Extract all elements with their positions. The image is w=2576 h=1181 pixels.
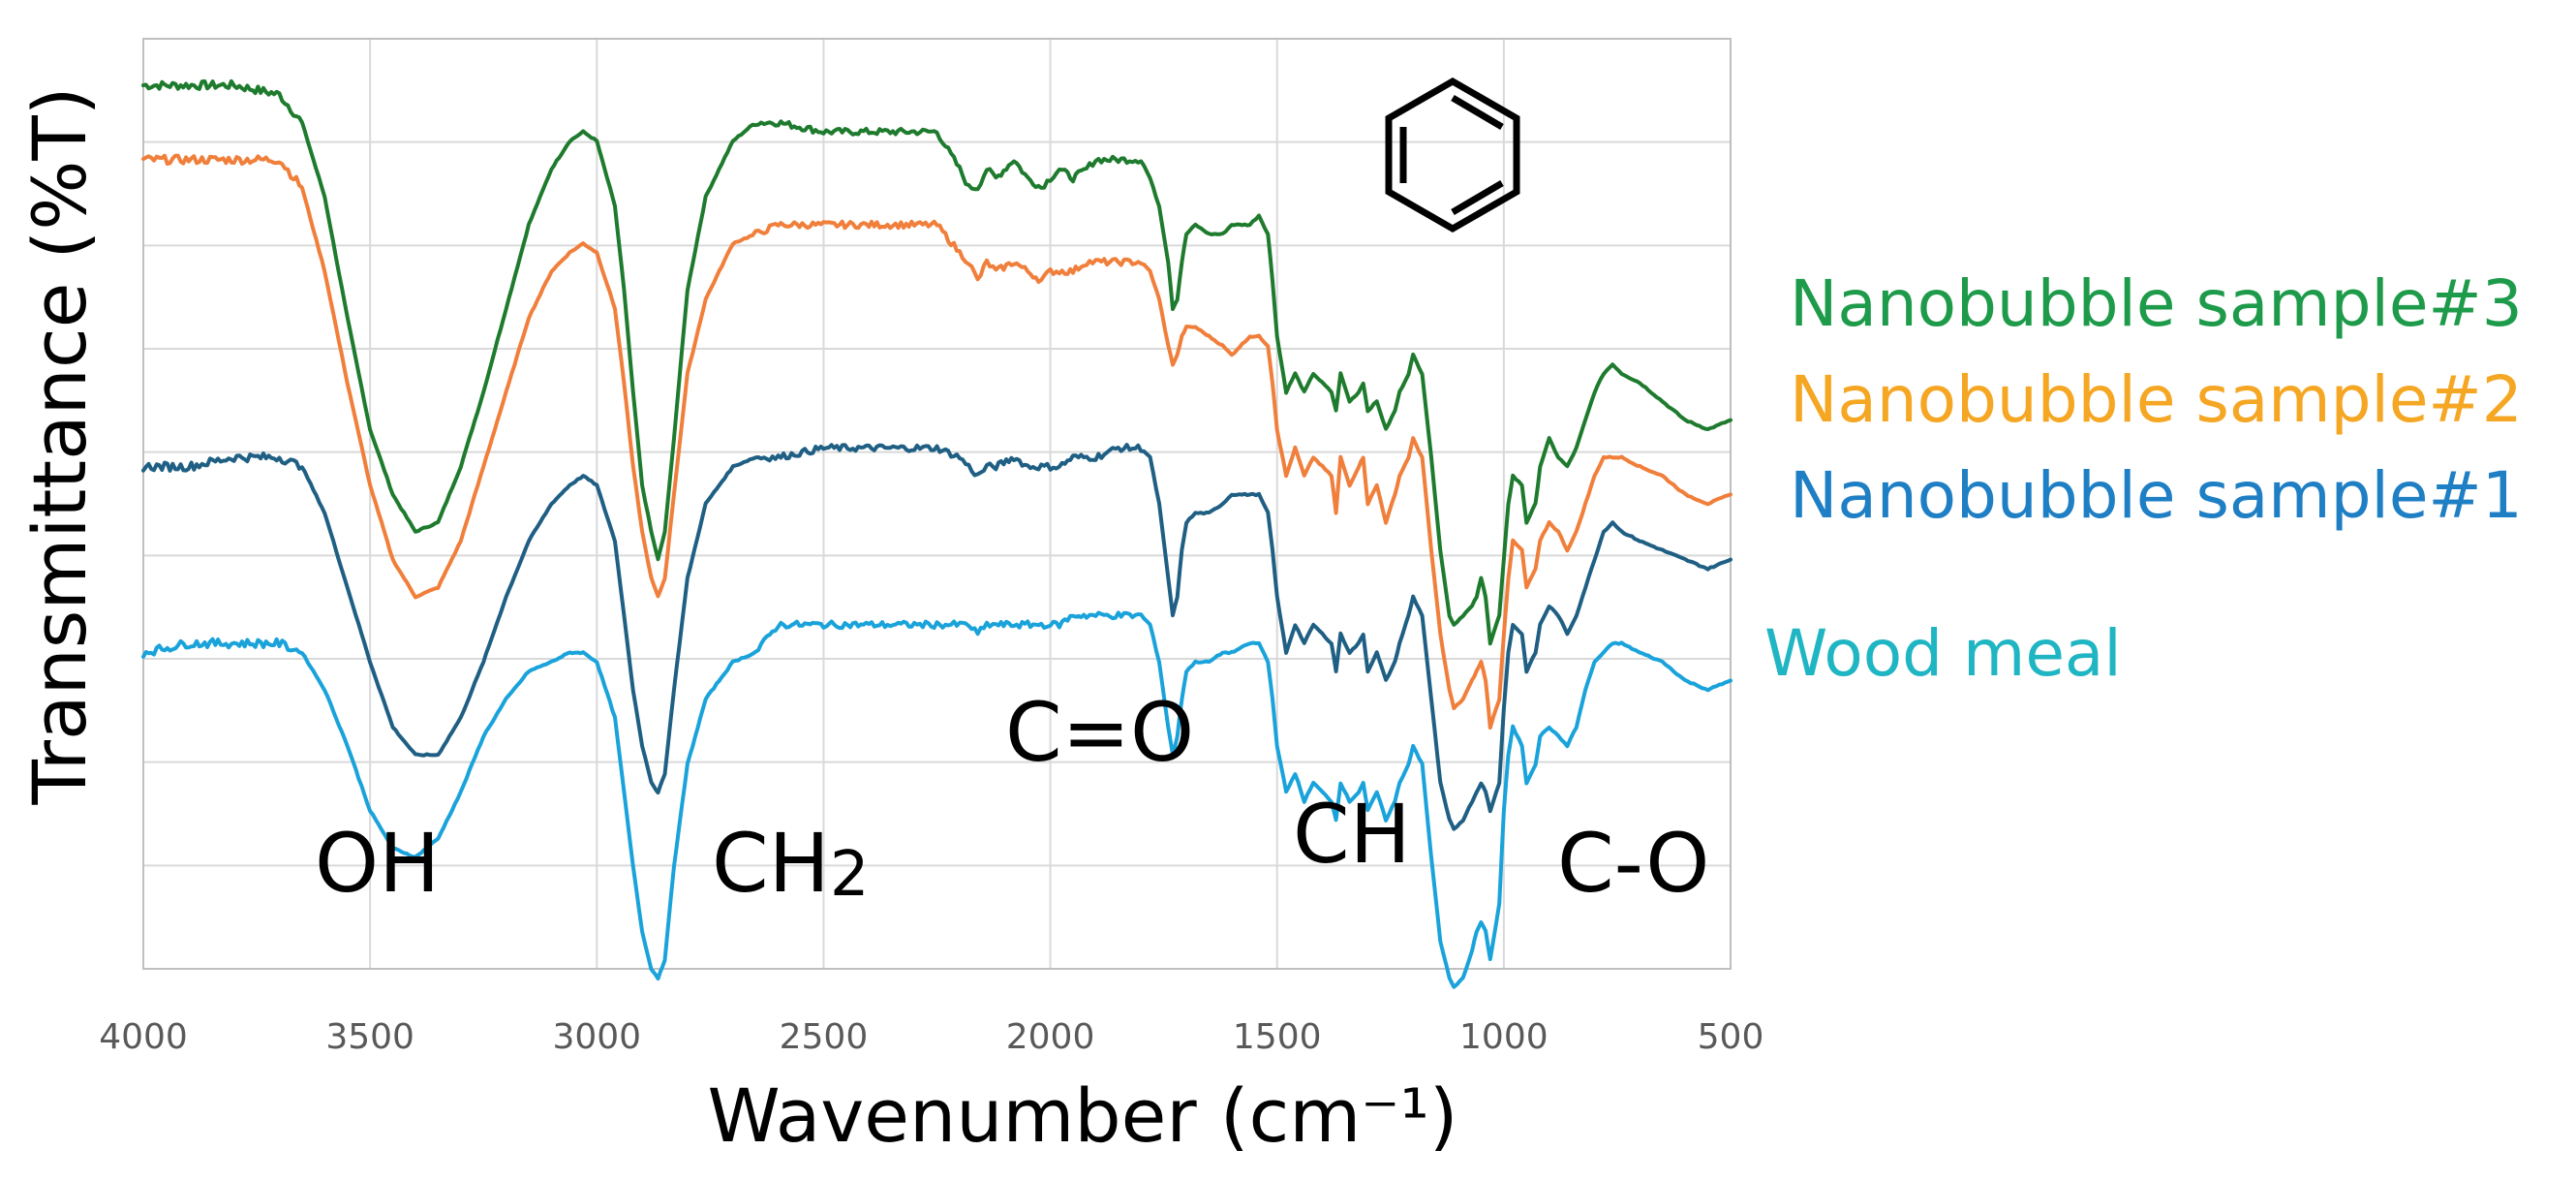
plot-frame <box>142 38 1732 970</box>
benzene-double-bond-2 <box>1451 179 1504 216</box>
benzene-hexagon <box>1385 77 1520 233</box>
series-lines <box>141 78 1733 989</box>
y-axis-title: Transmittance (%T) <box>16 87 103 806</box>
benzene-double-bond-1 <box>1451 94 1504 131</box>
series-line-2 <box>141 153 1733 730</box>
legend: Nanobubble sample#3 Nanobubble sample#2 Na… <box>1764 266 2523 691</box>
legend-entry-4: Wood meal <box>1764 616 2122 691</box>
x-axis-title: Wavenumber (cm⁻¹) <box>707 1072 1457 1159</box>
annotation-co-carbonyl: C=O <box>1005 685 1194 780</box>
annotation-c-o: C-O <box>1557 816 1709 911</box>
annotation-ch2-main: CH <box>712 816 830 911</box>
x-tick-label: 4000 <box>99 1017 188 1057</box>
x-tick-label: 2500 <box>780 1017 869 1057</box>
annotation-ch: CH <box>1293 787 1411 882</box>
benzene-ring-icon <box>1385 77 1520 233</box>
annotation-ch2: CH2 <box>712 816 870 911</box>
annotation-oh: OH <box>315 816 440 911</box>
series-line-3 <box>141 443 1733 831</box>
legend-entry-1: Nanobubble sample#3 <box>1790 266 2523 341</box>
x-tick-labels: 4000 3500 3000 2500 2000 1500 1000 500 <box>99 1017 1763 1057</box>
annotation-ch2-subscript: 2 <box>830 839 870 911</box>
x-tick-label: 500 <box>1698 1017 1764 1057</box>
x-tick-label: 1000 <box>1459 1017 1549 1057</box>
x-tick-label: 1500 <box>1233 1017 1322 1057</box>
grid <box>142 38 1732 970</box>
x-tick-label: 3000 <box>552 1017 641 1057</box>
series-line-1 <box>141 78 1733 646</box>
x-tick-label: 3500 <box>325 1017 414 1057</box>
legend-entry-2: Nanobubble sample#2 <box>1790 362 2523 437</box>
series-line-4 <box>141 610 1733 989</box>
x-tick-label: 2000 <box>1006 1017 1095 1057</box>
legend-entry-3: Nanobubble sample#1 <box>1790 458 2523 533</box>
